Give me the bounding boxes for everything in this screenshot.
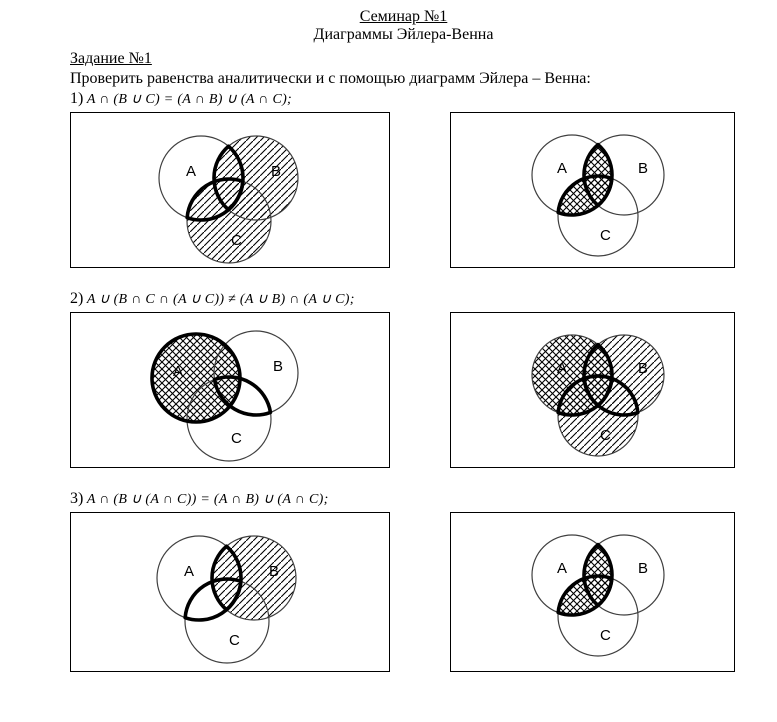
svg-text:B: B <box>638 360 648 377</box>
svg-text:A: A <box>173 363 183 380</box>
diagram-row: A B C A B C <box>70 112 737 268</box>
svg-text:A: A <box>186 163 196 180</box>
venn-diagram-right: A B C <box>450 512 735 672</box>
venn-diagram-left: A B C <box>70 112 390 268</box>
svg-text:A: A <box>557 560 567 577</box>
venn-diagram-right: A B C <box>450 112 735 268</box>
svg-text:B: B <box>638 560 648 577</box>
svg-text:A: A <box>184 563 194 580</box>
diagram-row: A B C A B C <box>70 512 737 672</box>
svg-text:B: B <box>271 163 281 180</box>
diagram-row: A B C A B C <box>70 312 737 468</box>
seminar-subtitle: Диаграммы Эйлера-Венна <box>70 26 737 44</box>
task-instruction: Проверить равенства аналитически и с пом… <box>70 70 737 88</box>
seminar-title: Семинар №1 <box>70 8 737 26</box>
item-formula: 2) A ∪ (B ∩ C ∩ (A ∪ C)) ≠ (A ∪ B) ∩ (A … <box>70 290 737 308</box>
svg-text:C: C <box>600 427 611 444</box>
svg-text:C: C <box>600 227 611 244</box>
svg-text:A: A <box>557 360 567 377</box>
page: Семинар №1 Диаграммы Эйлера-Венна Задани… <box>0 0 777 714</box>
venn-diagram-right: A B C <box>450 312 735 468</box>
svg-text:C: C <box>600 627 611 644</box>
svg-text:A: A <box>557 160 567 177</box>
venn-diagram-left: A B C <box>70 512 390 672</box>
svg-text:B: B <box>273 358 283 375</box>
svg-text:C: C <box>231 430 242 447</box>
item-formula: 1) A ∩ (B ∪ C) = (A ∩ B) ∪ (A ∩ C); <box>70 90 737 108</box>
venn-diagram-left: A B C <box>70 312 390 468</box>
item-formula: 3) A ∩ (B ∪ (A ∩ C)) = (A ∩ B) ∪ (A ∩ C)… <box>70 490 737 508</box>
svg-text:B: B <box>638 160 648 177</box>
svg-text:B: B <box>269 563 279 580</box>
svg-text:C: C <box>231 232 242 249</box>
task-label: Задание №1 <box>70 50 737 68</box>
svg-text:C: C <box>229 632 240 649</box>
